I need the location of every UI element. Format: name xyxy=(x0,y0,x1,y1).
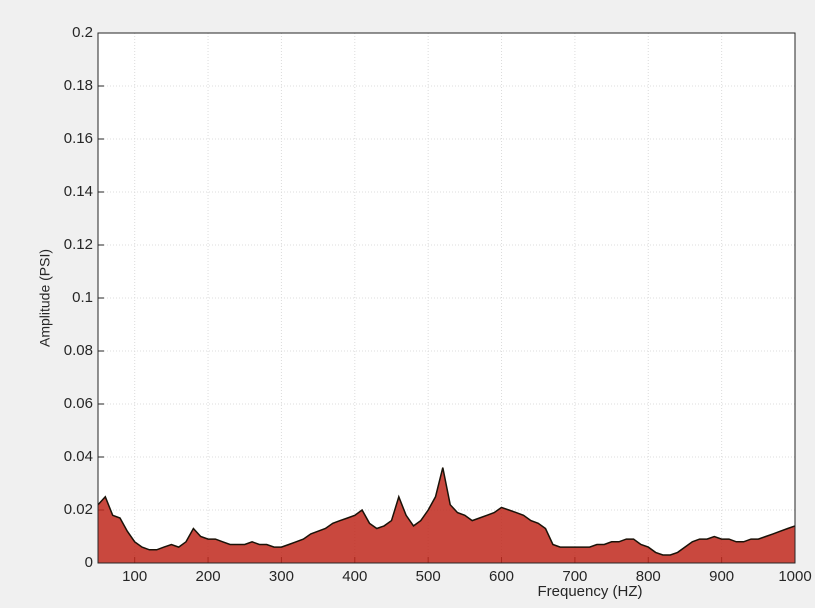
y-tick-label: 0.14 xyxy=(64,183,93,200)
x-tick-label: 400 xyxy=(342,568,367,585)
x-tick-label: 100 xyxy=(122,568,147,585)
y-tick-label: 0.2 xyxy=(72,24,93,41)
x-tick-label: 800 xyxy=(636,568,661,585)
x-axis-label: Frequency (HZ) xyxy=(537,583,642,600)
y-tick-label: 0.02 xyxy=(64,501,93,518)
area-line xyxy=(97,467,796,556)
x-tick-label: 600 xyxy=(489,568,514,585)
x-tick-label: 200 xyxy=(196,568,221,585)
y-tick-label: 0 xyxy=(85,554,93,571)
y-tick-label: 0.16 xyxy=(64,130,93,147)
y-tick-label: 0.18 xyxy=(64,77,93,94)
y-tick-label: 0.08 xyxy=(64,342,93,359)
area-fill xyxy=(98,467,795,563)
x-tick-label: 1000 xyxy=(778,568,811,585)
y-axis-label: Amplitude (PSI) xyxy=(37,249,53,347)
y-tick-label: 0.04 xyxy=(64,448,93,465)
axes-box xyxy=(97,32,796,564)
x-tick-label: 700 xyxy=(562,568,587,585)
y-tick-label: 0.1 xyxy=(72,289,93,306)
y-tick-label: 0.12 xyxy=(64,236,93,253)
x-tick-label: 500 xyxy=(416,568,441,585)
x-tick-label: 300 xyxy=(269,568,294,585)
y-tick-label: 0.06 xyxy=(64,395,93,412)
x-tick-label: 900 xyxy=(709,568,734,585)
